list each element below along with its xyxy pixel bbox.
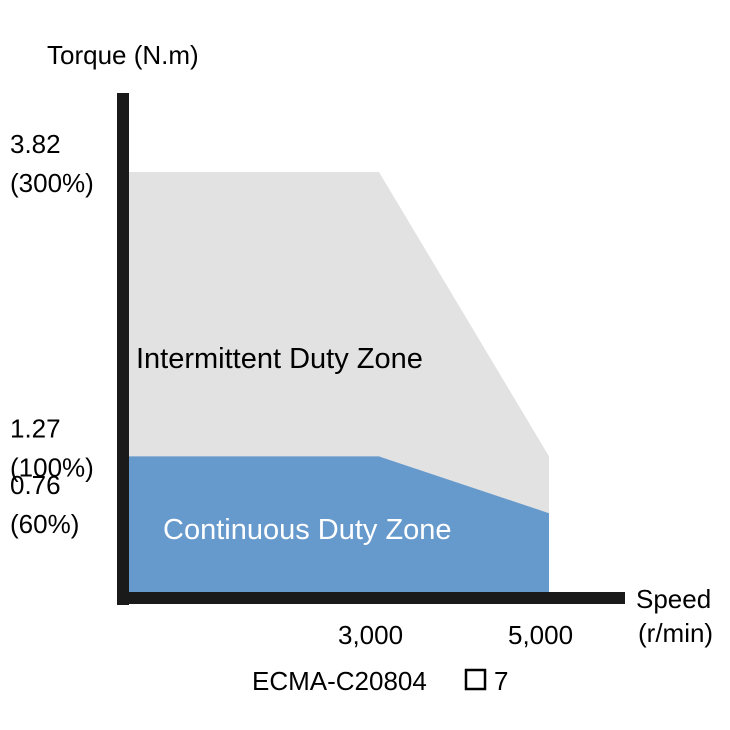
model-caption: ECMA-C20804 [252, 666, 427, 696]
continuous-zone-label: Continuous Duty Zone [163, 514, 452, 546]
box-symbol-icon [464, 668, 487, 691]
y-tick-label-1-0: 1.27 [10, 413, 61, 443]
y-tick-label-1-1: (100%) [10, 452, 94, 482]
y-axis-line [117, 93, 129, 605]
axes-layer [117, 93, 625, 605]
ticks-layer: 3.82 (300%) 1.27 (100%)0.76 (60%) 3,000 5,000 [10, 129, 573, 650]
continuous-zone-area [124, 456, 549, 598]
x-tick-label-1: 5,000 [508, 620, 573, 650]
x-tick-label-0: 3,000 [338, 620, 403, 650]
y-tick-label-0-0: 3.82 [10, 129, 61, 159]
model-caption-suffix: 7 [494, 666, 508, 696]
zones-layer [124, 172, 549, 598]
y-tick-label-2-1: (60%) [10, 509, 79, 539]
x-axis-label-line-2: (r/min) [638, 618, 713, 648]
y-axis-label: Torque (N.m) [47, 40, 199, 70]
y-tick-label-2-0: 0.76 [10, 470, 61, 500]
y-tick-label-0-1: (300%) [10, 168, 94, 198]
x-axis-label-line-1: Speed [636, 584, 711, 614]
intermittent-zone-label: Intermittent Duty Zone [136, 343, 423, 375]
x-axis-line [117, 592, 625, 604]
